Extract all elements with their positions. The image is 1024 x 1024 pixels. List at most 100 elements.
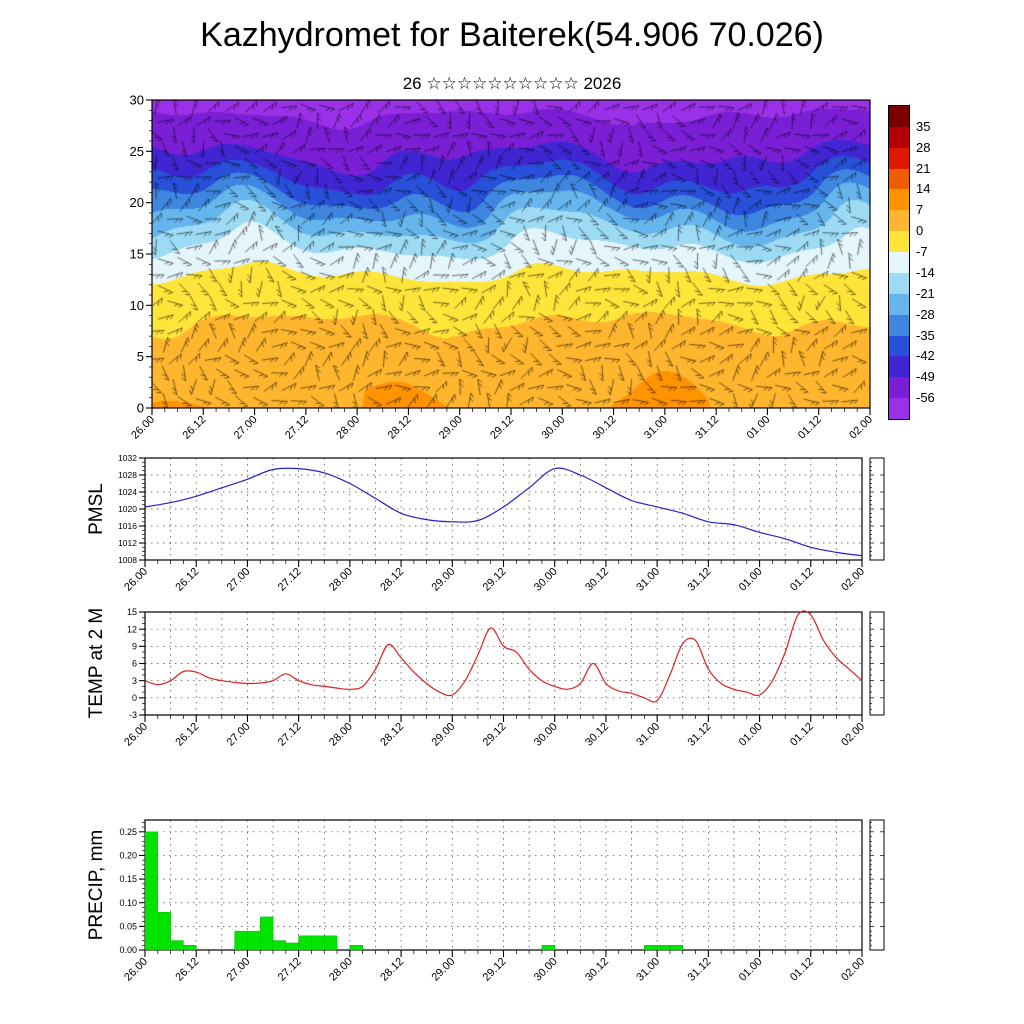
precip-bar [644, 945, 658, 951]
x-tick-label: 30.00 [532, 956, 560, 984]
x-tick-label: 02.00 [847, 414, 875, 442]
colorbar-band [889, 231, 909, 253]
colorbar-band [889, 252, 909, 274]
precip-bar [157, 911, 171, 951]
precip-bar [247, 930, 261, 951]
x-tick-label: 26.00 [129, 414, 157, 442]
precip-bar [183, 945, 197, 951]
right-axis-strip [869, 819, 885, 951]
x-tick-label: 31.00 [634, 956, 662, 984]
precip-bar [669, 945, 683, 951]
x-tick-label: 31.00 [642, 414, 670, 442]
x-tick-label: 27.00 [225, 956, 253, 984]
precip-axis-title: PRECIP, mm [86, 829, 107, 941]
x-tick-label: 31.12 [686, 566, 714, 594]
y-tick-label: 0 [137, 401, 144, 416]
x-tick-label: 01.12 [788, 566, 816, 594]
precip-bar [324, 935, 338, 951]
colorbar-tick-label: 35 [916, 118, 931, 134]
y-tick-label: 1032 [118, 453, 137, 463]
x-tick-label: 27.12 [276, 721, 304, 749]
date-subtitle: 26 ☆☆☆☆☆☆☆☆☆☆ 2026 [402, 74, 622, 93]
y-tick-label: 25 [130, 144, 144, 159]
x-tick-label: 27.12 [276, 566, 304, 594]
x-tick-label: 27.12 [276, 956, 304, 984]
colorbar-tick-label: 28 [916, 139, 931, 155]
precip-bar [349, 945, 363, 951]
colorbar-band [889, 335, 909, 357]
x-tick-label: 02.00 [839, 566, 867, 594]
y-tick-label: 9 [132, 641, 137, 651]
x-tick-label: 28.00 [327, 956, 355, 984]
x-tick-label: 30.00 [539, 414, 567, 442]
x-tick-label: 01.00 [737, 721, 765, 749]
colorbar-band [889, 106, 909, 128]
colorbar-tick-label: -7 [916, 244, 928, 260]
x-tick-label: 28.12 [386, 414, 414, 442]
x-tick-label: 01.12 [796, 414, 824, 442]
x-tick-label: 31.12 [693, 414, 721, 442]
x-tick-label: 30.12 [591, 414, 619, 442]
y-tick-label: 0.05 [119, 922, 137, 932]
colorbar-tick-label: 21 [916, 160, 931, 176]
x-tick-label: 02.00 [839, 721, 867, 749]
y-tick-label: -3 [129, 710, 137, 720]
x-tick-label: 29.00 [429, 956, 457, 984]
y-tick-label: 12 [127, 624, 137, 634]
precip-bar [170, 940, 184, 951]
x-tick-label: 28.00 [327, 566, 355, 594]
plot-frame [144, 611, 863, 716]
y-tick-label: 30 [130, 93, 144, 108]
x-tick-label: 29.12 [481, 956, 509, 984]
x-tick-label: 26.00 [122, 721, 150, 749]
precip-bar [298, 935, 312, 951]
colorbar-tick-label: -35 [916, 327, 935, 343]
x-tick-label: 26.12 [173, 956, 201, 984]
x-tick-label: 30.12 [583, 721, 611, 749]
x-tick-label: 29.00 [429, 566, 457, 594]
temp2m-panel: 26.00 26.12 27.00 27.12 28.00 28.12 29.00 29.12… [122, 607, 885, 749]
x-tick-label: 27.00 [232, 414, 260, 442]
colorbar-tick-label: -14 [916, 264, 935, 280]
x-tick-label: 01.00 [745, 414, 773, 442]
plot-frame [151, 99, 871, 409]
colorbar-band [889, 210, 909, 232]
precip-bar [656, 945, 671, 951]
x-tick-label: 27.00 [225, 721, 253, 749]
precip-bar [144, 831, 159, 951]
colorbar-band [889, 293, 909, 316]
x-tick-label: 27.12 [283, 414, 311, 442]
y-tick-label: 0.20 [119, 851, 137, 861]
precip-bar [285, 942, 299, 951]
y-tick-label: 1016 [118, 521, 137, 531]
x-tick-label: 29.00 [437, 414, 465, 442]
colorbar-tick-label: -56 [916, 390, 935, 406]
temp2m-line [144, 610, 863, 703]
x-tick-label: 30.00 [532, 566, 560, 594]
colorbar-tick-label: -21 [916, 285, 935, 301]
y-tick-label: 0.25 [119, 827, 137, 837]
x-tick-label: 28.12 [378, 956, 406, 984]
colorbar-band [889, 189, 909, 211]
y-tick-label: 0.00 [119, 945, 137, 955]
colorbar-band [889, 377, 909, 399]
colorbar-band [889, 168, 909, 190]
x-tick-label: 29.12 [488, 414, 516, 442]
x-tick-label: 26.12 [173, 721, 201, 749]
x-tick-label: 30.12 [583, 956, 611, 984]
x-tick-label: 28.12 [378, 721, 406, 749]
precip-panel: 26.00 26.12 27.00 27.12 28.00 28.12 29.00 29.12… [119, 819, 885, 984]
precip-bar [234, 930, 248, 951]
x-tick-label: 26.00 [122, 566, 150, 594]
colorbar-tick-label: -49 [916, 369, 935, 385]
x-tick-label: 31.12 [686, 956, 714, 984]
colorbar-tick-label: -28 [916, 306, 935, 322]
y-tick-label: 1024 [118, 487, 137, 497]
x-tick-label: 01.12 [788, 721, 816, 749]
plot-frame [144, 457, 863, 561]
temp2m-axis-title: TEMP at 2 M [86, 607, 107, 719]
colorbar-band [889, 126, 909, 149]
x-tick-label: 29.12 [481, 566, 509, 594]
colorbar-band [889, 314, 909, 337]
